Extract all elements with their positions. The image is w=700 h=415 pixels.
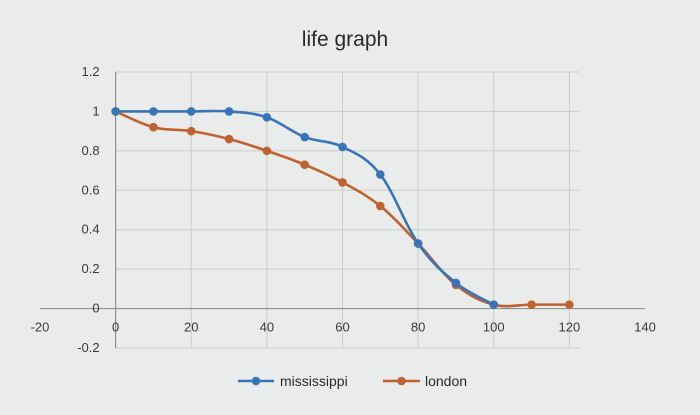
data-point-london [262, 146, 272, 156]
data-point-mississippi [451, 278, 461, 288]
y-tick-label: 0.6 [82, 182, 100, 197]
x-tick-label: 80 [411, 320, 425, 335]
x-tick-label: 20 [184, 320, 198, 335]
chart-title: life graph [302, 28, 388, 51]
y-tick-label: 0.2 [82, 261, 100, 276]
legend-swatch-marker-mississippi [251, 376, 261, 386]
data-point-mississippi [186, 107, 196, 116]
x-tick-label: -20 [31, 320, 50, 335]
data-point-mississippi [262, 113, 272, 122]
y-tick-label: 0.4 [82, 222, 100, 237]
data-point-mississippi [489, 300, 499, 309]
legend-label-mississippi: mississippi [280, 373, 348, 389]
data-point-mississippi [338, 142, 347, 152]
axes [40, 72, 645, 348]
data-point-mississippi [149, 107, 158, 116]
data-point-mississippi [376, 170, 385, 179]
x-tick-label: 0 [112, 320, 119, 335]
tick-labels: -0.2 0 0.2 0.4 0.6 0.8 1 1.2 -20 0 20 40 60 80 100 120 1… [31, 64, 656, 355]
data-point-london [149, 122, 158, 132]
data-point-london [224, 134, 234, 144]
y-tick-label: 0.8 [82, 143, 100, 158]
data-point-london [338, 178, 347, 187]
y-tick-label: 1 [92, 103, 99, 118]
y-tick-label: -0.2 [77, 340, 99, 355]
y-tick-label: 0 [92, 301, 99, 316]
data-point-london [300, 160, 309, 169]
data-point-mississippi [300, 132, 309, 142]
legend: mississippi london [238, 373, 467, 389]
legend-swatch-marker-london [397, 376, 406, 386]
legend-label-london: london [425, 373, 467, 389]
y-tick-label: 1.2 [82, 64, 100, 79]
x-tick-label: 120 [559, 320, 581, 335]
data-point-mississippi [224, 107, 234, 116]
data-point-mississippi [413, 239, 423, 248]
x-tick-label: 60 [335, 320, 349, 335]
x-tick-label: 140 [634, 320, 656, 335]
data-point-london [186, 126, 196, 136]
series-lines [111, 107, 574, 309]
data-point-london [565, 300, 574, 309]
x-tick-label: 100 [483, 320, 505, 335]
data-point-london [376, 201, 385, 211]
data-point-mississippi [111, 107, 120, 116]
data-point-london [527, 300, 536, 309]
x-tick-label: 40 [260, 320, 274, 335]
